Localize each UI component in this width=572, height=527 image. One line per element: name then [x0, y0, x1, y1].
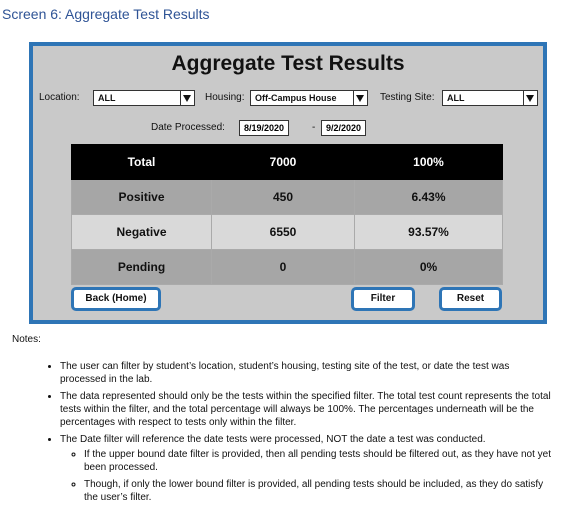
housing-select[interactable]: Off-Campus House — [250, 90, 368, 106]
date-to-input[interactable]: 9/2/2020 — [321, 120, 367, 136]
chevron-down-icon[interactable] — [523, 91, 537, 105]
table-row: Total 7000 100% — [71, 144, 503, 180]
panel-title: Aggregate Test Results — [171, 52, 405, 75]
row-percent: 6.43% — [354, 179, 503, 215]
table-row: Positive 450 6.43% — [71, 179, 503, 215]
row-count: 7000 — [211, 144, 355, 180]
row-count: 0 — [211, 249, 355, 285]
date-processed-label: Date Processed: — [151, 122, 225, 133]
row-count: 450 — [211, 179, 355, 215]
table-row: Negative 6550 93.57% — [71, 214, 503, 250]
sub-notes-list: If the upper bound date filter is provid… — [60, 448, 558, 504]
aggregate-results-panel: Aggregate Test Results Location: ALL Hou… — [29, 42, 547, 324]
location-value: ALL — [98, 93, 116, 103]
note-item: The user can filter by student’s locatio… — [60, 360, 558, 386]
note-item: The Date filter will reference the date … — [60, 433, 558, 504]
sub-note-item: If the upper bound date filter is provid… — [84, 448, 558, 474]
row-label: Negative — [71, 214, 212, 250]
row-percent: 93.57% — [354, 214, 503, 250]
filter-button[interactable]: Filter — [351, 287, 415, 311]
row-percent: 0% — [354, 249, 503, 285]
row-label: Positive — [71, 179, 212, 215]
row-percent: 100% — [354, 144, 503, 180]
note-text: The Date filter will reference the date … — [60, 434, 486, 445]
testing-site-value: ALL — [447, 93, 465, 103]
location-label: Location: — [39, 92, 80, 103]
row-label: Total — [71, 144, 212, 180]
location-select[interactable]: ALL — [93, 90, 195, 106]
screen-heading: Screen 6: Aggregate Test Results — [2, 6, 210, 22]
note-item: The data represented should only be the … — [60, 390, 558, 429]
row-count: 6550 — [211, 214, 355, 250]
housing-label: Housing: — [205, 92, 245, 103]
testing-site-label: Testing Site: — [380, 92, 435, 103]
row-label: Pending — [71, 249, 212, 285]
notes-list: The user can filter by student’s locatio… — [42, 360, 558, 508]
sub-note-item: Though, if only the lower bound filter i… — [84, 478, 558, 504]
date-separator: - — [312, 122, 316, 133]
reset-button[interactable]: Reset — [439, 287, 502, 311]
testing-site-select[interactable]: ALL — [442, 90, 538, 106]
notes-label: Notes: — [12, 334, 41, 345]
housing-value: Off-Campus House — [255, 93, 337, 103]
back-home-button[interactable]: Back (Home) — [71, 287, 161, 311]
results-table: Total 7000 100% Positive 450 6.43% Negat… — [71, 144, 503, 285]
date-from-input[interactable]: 8/19/2020 — [239, 120, 290, 136]
table-row: Pending 0 0% — [71, 249, 503, 285]
chevron-down-icon[interactable] — [353, 91, 367, 105]
chevron-down-icon[interactable] — [180, 91, 194, 105]
